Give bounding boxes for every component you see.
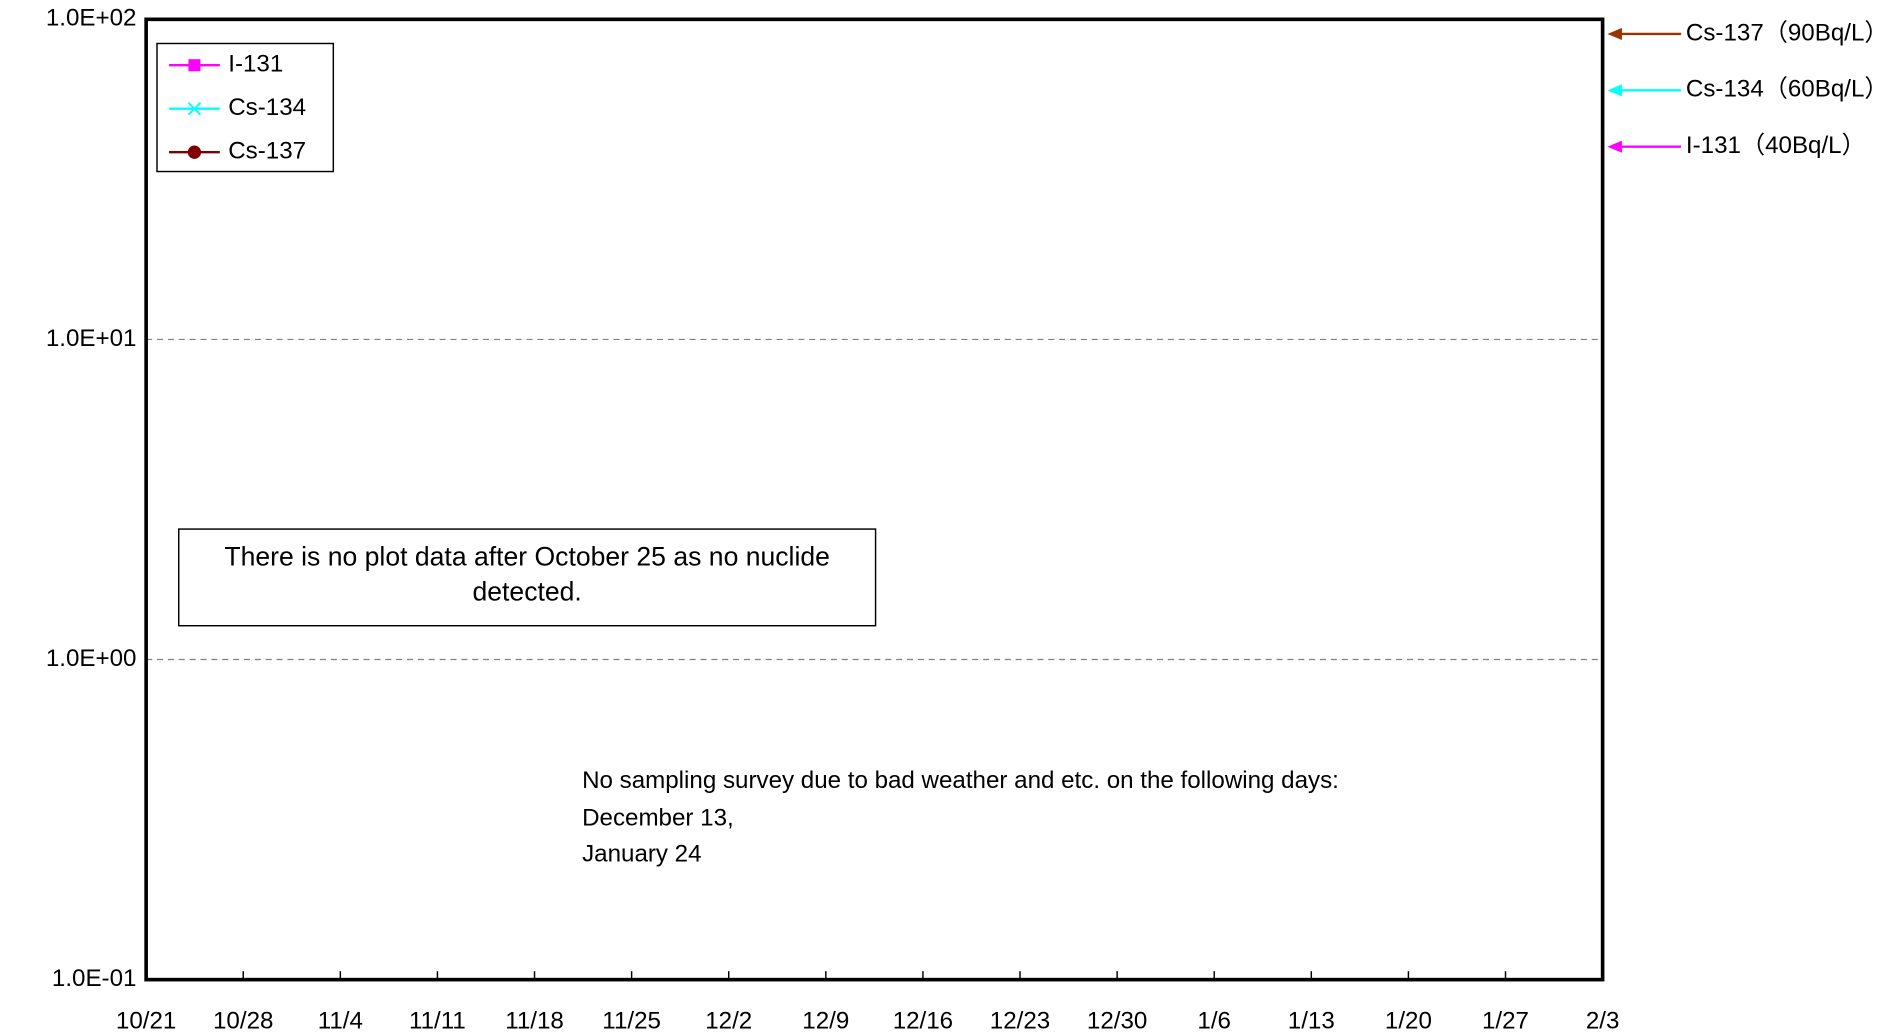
x-tick-label: 10/28	[213, 1007, 273, 1034]
y-tick-label: 1.0E+02	[46, 5, 137, 32]
x-tick-label: 11/18	[505, 1007, 564, 1034]
x-tick-label: 11/25	[602, 1007, 661, 1034]
x-tick-label: 1/27	[1482, 1007, 1529, 1034]
marker	[187, 145, 202, 159]
annotation-box	[178, 528, 877, 627]
x-tick-label: 1/13	[1288, 1007, 1335, 1034]
x-tick-label: 11/4	[318, 1007, 363, 1034]
x-tick-label: 12/16	[893, 1007, 953, 1034]
plot-frame	[144, 17, 1605, 982]
legend-label: I-131	[228, 51, 283, 78]
legend-label: Cs-134	[228, 94, 306, 121]
reference-label: I-131（40Bq/L）	[1686, 132, 1866, 159]
annotation: There is no plot data after October 25 a…	[224, 541, 830, 607]
y-tick-label: 1.0E+01	[46, 325, 137, 352]
arrow-head	[1607, 27, 1622, 41]
x-tick-label: 12/9	[802, 1007, 849, 1034]
x-tick-label: 12/30	[1087, 1007, 1147, 1034]
x-tick-label: 12/23	[990, 1007, 1050, 1034]
marker	[187, 102, 202, 116]
y-tick-label: 1.0E-01	[52, 965, 137, 992]
arrow-head	[1607, 84, 1622, 97]
x-tick-label: 2/3	[1586, 1007, 1620, 1034]
marker	[188, 59, 201, 72]
note-line: December 13,	[582, 804, 734, 831]
x-tick-label: 11/11	[409, 1007, 466, 1034]
x-tick-label: 1/20	[1385, 1007, 1432, 1034]
reference-label: Cs-137（90Bq/L）	[1686, 19, 1884, 46]
note-line: No sampling survey due to bad weather an…	[582, 767, 1339, 794]
x-tick-label: 10/21	[116, 1007, 176, 1034]
annotation-wrap: There is no plot data after October 25 a…	[224, 541, 830, 607]
legend-label: Cs-137	[228, 138, 306, 165]
x-tick-label: 12/2	[705, 1007, 752, 1034]
arrow-head	[1607, 140, 1622, 153]
y-tick-label: 1.0E+00	[46, 645, 137, 672]
reference-label: Cs-134（60Bq/L）	[1686, 76, 1884, 103]
note-line: January 24	[582, 841, 701, 868]
x-tick-label: 1/6	[1197, 1007, 1231, 1034]
